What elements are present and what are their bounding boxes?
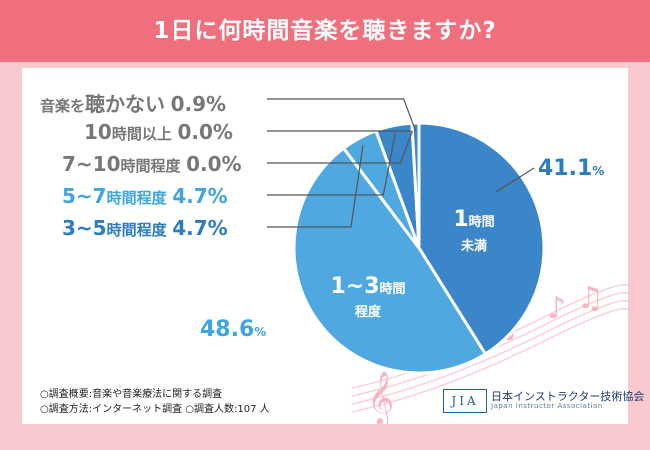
slice-2-label: 1~3時間 (330, 274, 405, 299)
legend-item: 音楽を聴かない 0.9% (40, 92, 227, 116)
leader-line (267, 133, 396, 196)
slice-1-percent: 41.1% (538, 156, 604, 181)
music-note-icon: ♫ (577, 281, 604, 316)
legend-item: 10時間以上 0.0% (84, 120, 233, 144)
legend-item: 7~10時間程度 0.0% (62, 152, 242, 176)
page-title: 1日に何時間音楽を聴きますか? (0, 0, 650, 62)
pie-slice (292, 146, 488, 375)
music-note-icon: ♪ (547, 291, 566, 326)
legend-item: 5~7時間程度 4.7% (62, 184, 228, 208)
chart-panel: 𝄞 ♩ ♩ ♪ ♫ 1時間 未満 1~3時間 程度 41.1% (22, 68, 628, 424)
pie-chart: 𝄞 ♩ ♩ ♪ ♫ 1時間 未満 1~3時間 程度 41.1% (200, 98, 628, 424)
slice-1-label: 1時間 (453, 207, 494, 232)
survey-note: ○調査方法:インターネット調査 ○調査人数:107 人 (40, 404, 270, 415)
leader-line (267, 98, 417, 132)
leader-line (267, 130, 413, 164)
treble-clef-icon: 𝄞 (367, 370, 394, 424)
logo-name: 日本インストラクター技術協会 (491, 390, 645, 403)
survey-note: ○調査概要:音楽や音楽療法に関する調査 (40, 389, 223, 400)
logo-mark: JIA (443, 389, 487, 413)
jia-logo: JIA 日本インストラクター技術協会 Japan Instructor Asso… (443, 387, 644, 415)
logo-english: Japan Instructor Association (491, 402, 603, 410)
leader-line (267, 145, 364, 228)
legend-item: 3~5時間程度 4.7% (62, 216, 228, 240)
leader-lines (267, 98, 535, 228)
slice-2-percent: 48.6% (200, 317, 266, 342)
pie-slices (292, 121, 546, 375)
music-staff-decoration: 𝄞 ♩ ♩ ♪ ♫ (351, 281, 628, 424)
pie-slice (410, 121, 421, 249)
leader-line (495, 167, 535, 193)
slice-2-label-line2: 程度 (355, 304, 382, 320)
slice-1-label-line2: 未満 (460, 238, 487, 254)
